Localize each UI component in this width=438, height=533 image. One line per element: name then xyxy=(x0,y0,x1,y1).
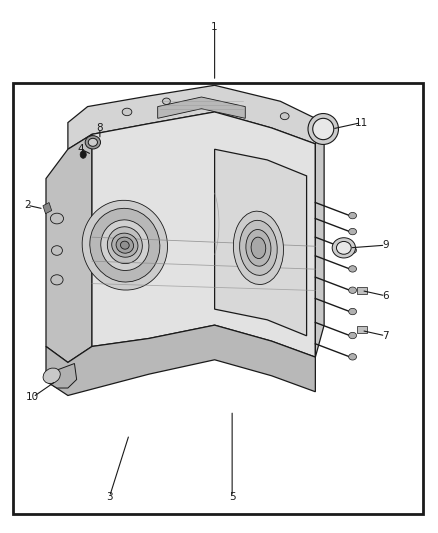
Ellipse shape xyxy=(122,108,132,116)
Polygon shape xyxy=(92,112,315,357)
Ellipse shape xyxy=(349,229,357,235)
Ellipse shape xyxy=(308,114,339,144)
Ellipse shape xyxy=(50,213,64,224)
Polygon shape xyxy=(46,134,92,362)
Text: 7: 7 xyxy=(382,331,389,341)
Text: 4: 4 xyxy=(78,144,85,154)
Polygon shape xyxy=(215,149,307,336)
Ellipse shape xyxy=(120,241,129,249)
Text: 8: 8 xyxy=(96,123,103,133)
Bar xyxy=(13,83,423,514)
Text: 11: 11 xyxy=(355,118,368,127)
Ellipse shape xyxy=(336,241,351,254)
Ellipse shape xyxy=(85,136,100,149)
Ellipse shape xyxy=(246,230,271,266)
Polygon shape xyxy=(158,97,245,118)
Ellipse shape xyxy=(349,354,357,360)
Ellipse shape xyxy=(88,139,97,147)
Ellipse shape xyxy=(51,275,63,285)
Ellipse shape xyxy=(112,233,138,257)
Ellipse shape xyxy=(162,98,170,104)
Polygon shape xyxy=(46,325,315,395)
Ellipse shape xyxy=(233,211,283,285)
Ellipse shape xyxy=(240,220,277,276)
Ellipse shape xyxy=(280,112,289,120)
Ellipse shape xyxy=(349,247,357,254)
Polygon shape xyxy=(315,123,324,357)
Text: 10: 10 xyxy=(26,392,39,402)
Polygon shape xyxy=(43,203,52,214)
Ellipse shape xyxy=(107,227,142,264)
Ellipse shape xyxy=(52,246,63,255)
Text: 2: 2 xyxy=(24,200,31,210)
Text: 5: 5 xyxy=(229,492,236,502)
Text: 3: 3 xyxy=(106,492,113,502)
Polygon shape xyxy=(68,85,324,149)
Bar xyxy=(357,287,367,294)
Text: 1: 1 xyxy=(211,22,218,31)
Circle shape xyxy=(80,151,86,158)
Ellipse shape xyxy=(82,200,167,290)
Polygon shape xyxy=(46,364,77,388)
Bar xyxy=(357,326,367,333)
Text: 6: 6 xyxy=(382,291,389,301)
Ellipse shape xyxy=(43,368,60,383)
Ellipse shape xyxy=(332,238,356,258)
Ellipse shape xyxy=(101,220,149,270)
Ellipse shape xyxy=(349,213,357,219)
Ellipse shape xyxy=(251,237,266,259)
Ellipse shape xyxy=(313,118,334,140)
Ellipse shape xyxy=(90,208,160,282)
Ellipse shape xyxy=(349,308,357,314)
Ellipse shape xyxy=(349,265,357,272)
Ellipse shape xyxy=(349,333,357,339)
Text: 9: 9 xyxy=(382,240,389,250)
Ellipse shape xyxy=(116,237,134,253)
Ellipse shape xyxy=(349,287,357,293)
